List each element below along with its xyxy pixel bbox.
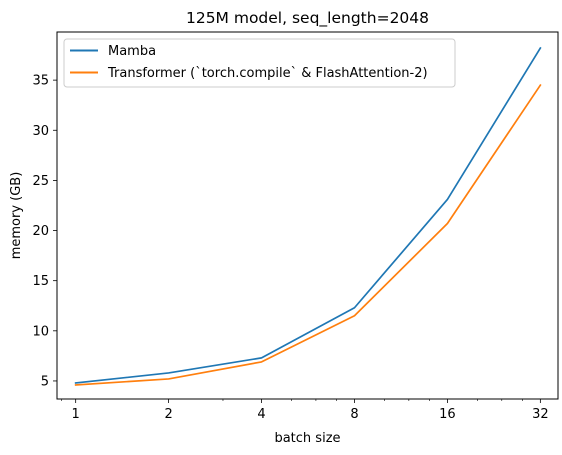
legend-box [63,38,456,88]
y-tick-label-20: 20 [32,224,49,239]
x-axis: 1 2 4 8 16 32 [61,399,549,422]
legend-label-mamba: Mamba [108,44,156,59]
x-tick-label-8: 8 [350,407,358,422]
series-layer [74,46,542,386]
y-axis: 5 10 15 20 25 30 35 [32,74,57,389]
x-tick-label-1: 1 [72,407,80,422]
y-tick-label-15: 15 [32,274,49,289]
y-tick-label-5: 5 [41,374,49,389]
x-tick-label-2: 2 [164,407,172,422]
legend: Mamba Transformer (`torch.compile` & Fla… [63,38,456,88]
x-tick-label-32: 32 [532,407,549,422]
y-tick-label-30: 30 [32,124,49,139]
x-tick-label-16: 16 [439,407,456,422]
x-axis-label: batch size [274,431,340,446]
y-tick-label-25: 25 [32,174,49,189]
plot-frame [56,31,559,400]
series-line-transformer [74,83,542,386]
x-tick-label-4: 4 [257,407,265,422]
series-line-mamba [74,46,542,384]
y-tick-label-35: 35 [32,74,49,89]
y-tick-label-10: 10 [32,324,49,339]
y-axis-label: memory (GB) [9,172,24,260]
chart-title: 125M model, seq_length=2048 [186,9,429,28]
legend-label-transformer: Transformer (`torch.compile` & FlashAtte… [107,66,428,81]
